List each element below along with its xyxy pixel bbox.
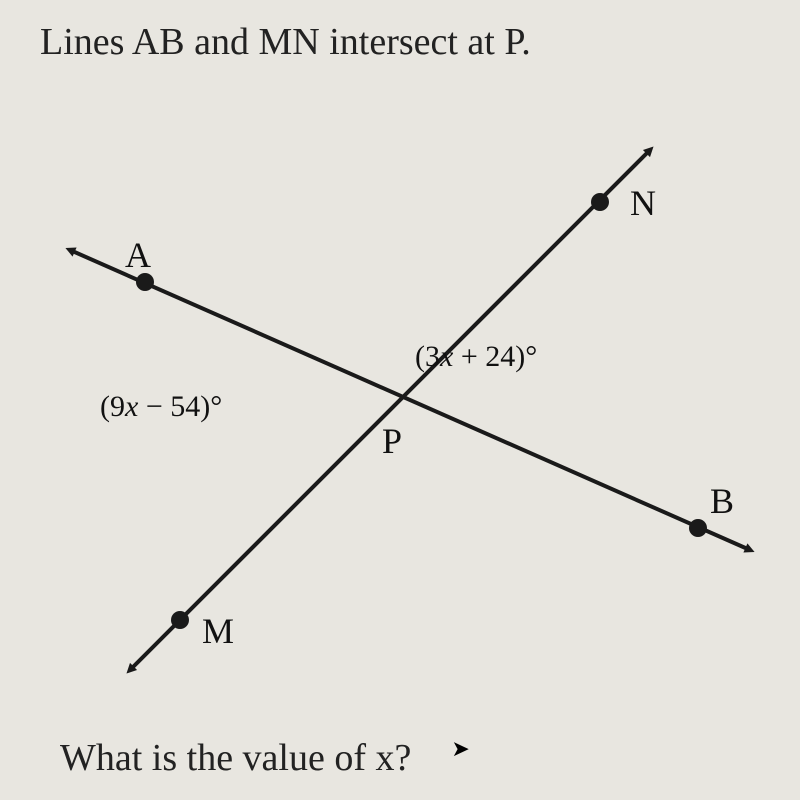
point-p-label: P (382, 420, 402, 462)
point-b-dot (689, 519, 707, 537)
point-m-dot (171, 611, 189, 629)
geometry-diagram: A N B M P (9x − 54)° (3x + 24)° (30, 110, 770, 690)
angle-right-label: (3x + 24)° (415, 340, 537, 374)
angle-left-label: (9x − 54)° (100, 390, 222, 424)
cursor-icon: ➤ (451, 736, 469, 762)
point-a-label: A (125, 234, 151, 276)
point-m-label: M (202, 610, 234, 652)
question-text: What is the value of x? ➤ (60, 736, 411, 780)
point-n-label: N (630, 182, 656, 224)
problem-title: Lines AB and MN intersect at P. (40, 20, 531, 64)
point-b-label: B (710, 480, 734, 522)
point-n-dot (591, 193, 609, 211)
